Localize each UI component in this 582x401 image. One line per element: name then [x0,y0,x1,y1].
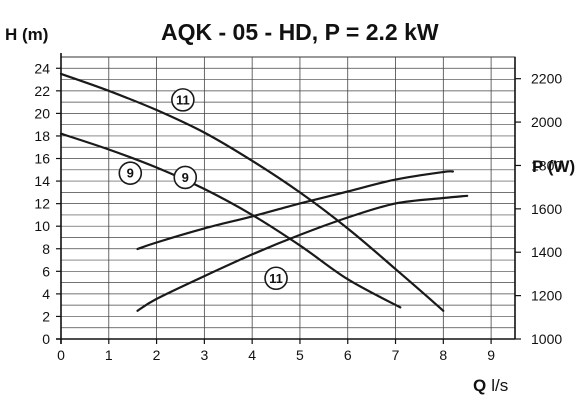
y-axis-title: H (m) [5,25,48,44]
y2-tick-label: 1400 [531,244,562,260]
power-curve-label: 11 [269,271,283,286]
head-curve-label-circle [118,161,143,185]
y2-tick-label: 1000 [531,331,562,347]
y-tick-label: 4 [42,286,50,302]
y-tick-label: 16 [34,151,50,167]
y-tick-label: 10 [34,218,50,234]
curve-labels: 11 9 9 11 [118,88,288,291]
x-tick-label: 5 [296,347,304,363]
y-tick-label: 20 [34,105,50,121]
head-curve-label: 11 [176,92,190,107]
x-axis-title-q: Q [473,376,486,395]
y2-tick-label: 1200 [531,288,562,304]
curves [59,72,469,312]
head-curve-9 [59,132,402,309]
y-tick-label: 0 [42,331,50,347]
x-tick-label: 0 [57,347,65,363]
y2-tick-label: 1800 [531,157,562,173]
x-tick-label: 4 [248,347,256,363]
y2-tick-label: 2200 [531,71,562,87]
x-axis-title-unit: l/s [491,376,508,395]
head-curve-11 [59,72,445,312]
x-tick-label: 8 [439,347,447,363]
axes: 0 1 2 3 4 5 6 7 8 9024681012141618202224100012001… [34,53,562,363]
power-curve-label: 9 [182,170,189,185]
power-curve-9 [136,170,454,251]
y-tick-label: 8 [42,241,50,257]
x-tick-label: 6 [344,347,352,363]
chart-title: AQK - 05 - HD, P = 2.2 kW [161,19,439,45]
x-tick-label: 1 [105,347,113,363]
x-tick-label: 7 [392,347,400,363]
power-curve-11 [136,194,469,312]
head-curve-label: 9 [127,166,134,181]
power-curve-label-circle [264,266,288,291]
x-tick-label: 3 [200,347,208,363]
x-tick-label: 9 [487,347,495,363]
x-tick-label: 2 [153,347,161,363]
y2-axis-title: P (W) [532,157,575,176]
head-curve-label-circle [171,88,195,112]
y2-tick-label: 2000 [531,114,562,130]
y-tick-label: 2 [42,308,50,324]
y-tick-label: 18 [34,128,50,144]
y-tick-label: 6 [42,263,50,279]
y-tick-label: 14 [34,173,50,189]
y2-tick-label: 1600 [531,201,562,217]
y-tick-label: 24 [34,60,50,76]
y-tick-label: 22 [34,83,50,99]
power-curve-label-circle [173,165,198,190]
y-tick-label: 12 [34,196,50,212]
